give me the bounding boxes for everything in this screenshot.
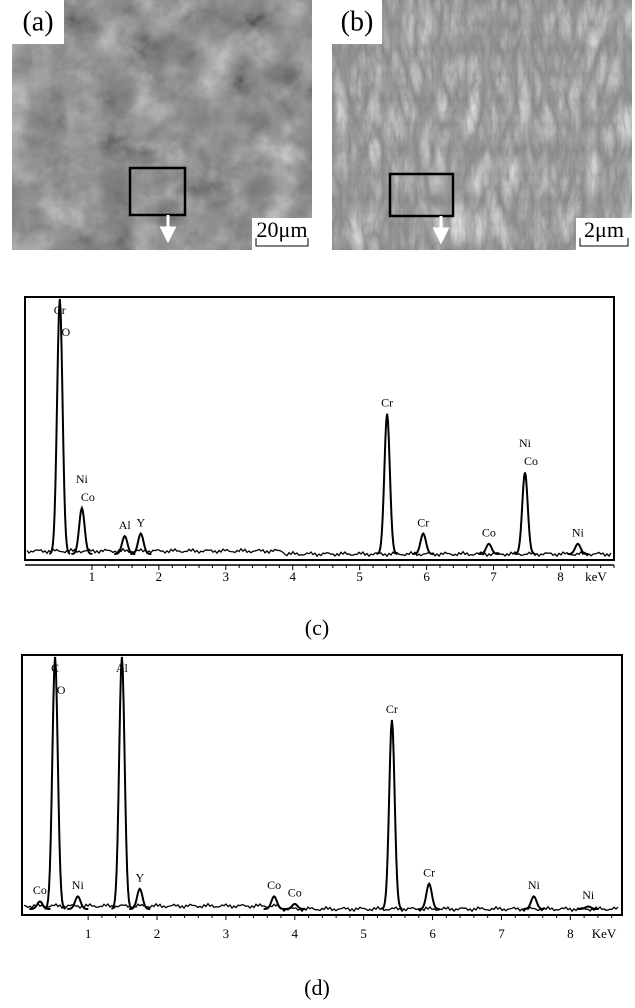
peak-label: Ni <box>76 472 89 486</box>
arrow <box>432 216 450 245</box>
peak <box>48 298 71 555</box>
peak <box>129 887 151 910</box>
x-unit: keV <box>585 569 607 584</box>
peak-label: Co <box>482 526 496 540</box>
peak-label: Cr <box>423 866 435 880</box>
plot-frame <box>24 296 615 561</box>
x-tick-label: 7 <box>490 569 497 584</box>
peak <box>44 656 66 910</box>
scale-bar <box>579 238 629 247</box>
peak-label: Ni <box>72 878 85 892</box>
peak <box>478 542 500 555</box>
scale-bar-label: 20μm <box>257 217 308 242</box>
x-tick-label: 7 <box>498 926 505 941</box>
peak-label: Co <box>288 886 302 900</box>
x-tick-label: 1 <box>85 926 92 941</box>
peak-label: Al <box>116 661 129 675</box>
x-tick-label: 8 <box>567 926 574 941</box>
peak <box>284 902 306 910</box>
peak-label: Ni <box>572 526 585 540</box>
peak-label: Y <box>136 515 145 529</box>
peak-label: Ni <box>528 878 541 892</box>
peak <box>577 905 599 910</box>
peak-label: Cr <box>386 702 398 716</box>
x-tick-label: 2 <box>154 926 161 941</box>
baseline-noise <box>26 547 612 558</box>
region-box <box>128 166 187 217</box>
peak <box>567 542 589 555</box>
peak <box>418 882 440 910</box>
spectrum <box>26 298 612 558</box>
x-tick-label: 5 <box>356 569 363 584</box>
peak-label: Cr <box>54 303 66 317</box>
peak <box>67 895 89 910</box>
peak-label: Co <box>267 878 281 892</box>
panel-a: (a) 20μm <box>12 0 312 250</box>
peak-label: Cr <box>381 396 393 410</box>
x-tick-label: 8 <box>557 569 564 584</box>
region-box <box>388 172 455 218</box>
peak-label: Y <box>135 871 144 885</box>
peak-label: C <box>51 661 59 675</box>
peak-label: Cr <box>417 515 429 529</box>
x-tick-label: 6 <box>423 569 430 584</box>
peak <box>381 719 403 910</box>
peak-label: Co <box>524 454 538 468</box>
panel-label: (b) <box>341 6 374 37</box>
x-tick-label: 4 <box>289 569 296 584</box>
peak-label: O <box>57 683 66 697</box>
peak <box>130 532 152 555</box>
caption: (c) <box>305 615 329 640</box>
arrow <box>159 215 177 244</box>
peak <box>29 900 51 910</box>
baseline-noise <box>23 902 619 913</box>
x-tick-label: 5 <box>360 926 367 941</box>
scale-bg <box>576 218 632 250</box>
peak-label: O <box>61 325 70 339</box>
x-unit: KeV <box>592 926 617 941</box>
peak <box>514 472 536 555</box>
peak-label: Ni <box>582 888 595 902</box>
peak-label: Co <box>33 883 47 897</box>
peak-label: Al <box>119 518 132 532</box>
label-box <box>332 0 382 44</box>
peak <box>376 413 398 555</box>
peak-label: Ni <box>519 436 532 450</box>
peak <box>412 532 434 555</box>
peak <box>523 895 545 910</box>
x-tick-label: 3 <box>223 926 230 941</box>
x-tick-label: 4 <box>292 926 299 941</box>
x-tick-label: 3 <box>223 569 230 584</box>
peak <box>71 505 93 555</box>
peak <box>263 895 285 910</box>
scale-bg <box>252 218 312 250</box>
x-tick-label: 2 <box>156 569 163 584</box>
caption: (d) <box>304 975 330 1000</box>
plot-frame <box>21 654 623 916</box>
scale-bar <box>255 238 309 247</box>
panel-label: (a) <box>22 6 53 37</box>
peak <box>111 656 133 910</box>
x-tick-label: 6 <box>429 926 436 941</box>
scale-bar-label: 2μm <box>584 217 624 242</box>
x-tick-label: 1 <box>89 569 96 584</box>
spectrum <box>23 656 619 913</box>
panel-b: (b) 2μm <box>332 0 632 250</box>
peak-label: Co <box>81 490 95 504</box>
label-box <box>12 0 64 44</box>
